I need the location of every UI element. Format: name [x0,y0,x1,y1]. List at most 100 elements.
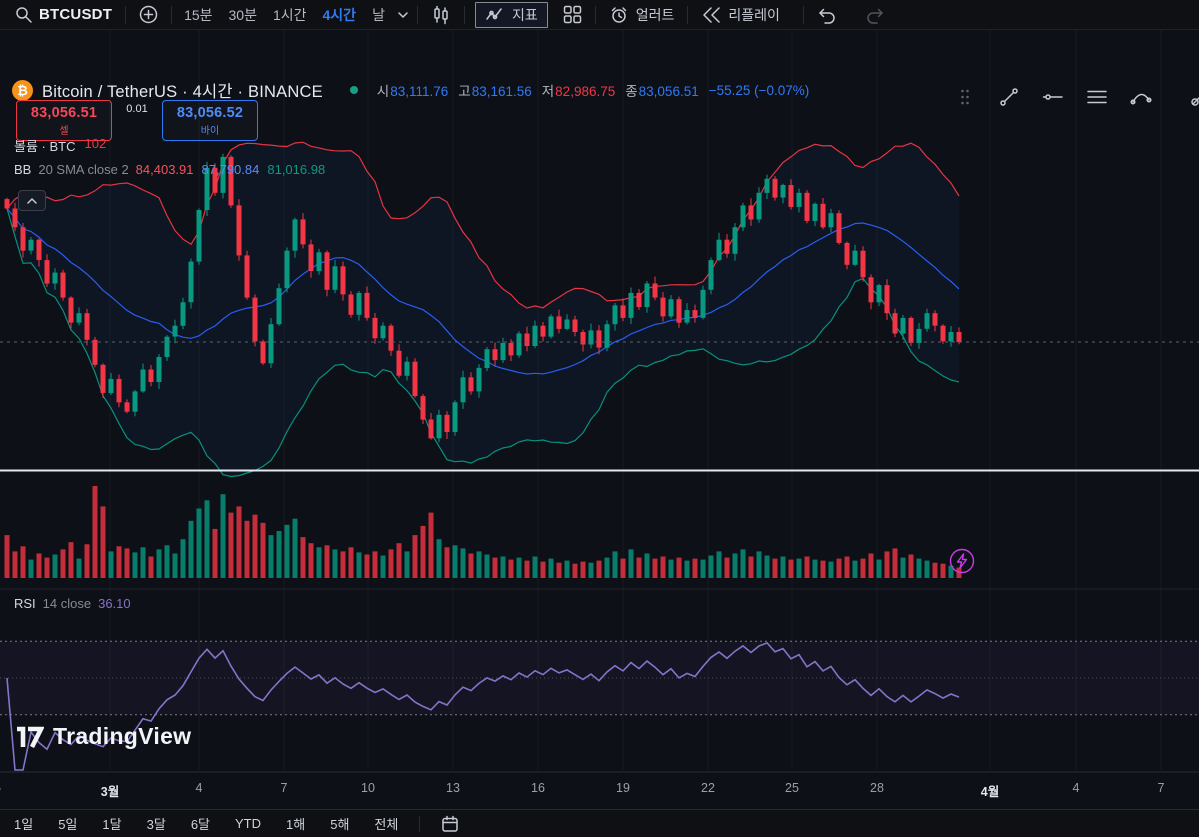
chart-style-button[interactable] [422,0,460,29]
toolbar-separator [687,5,689,24]
buy-button[interactable]: 83,056.52 바이 [162,100,258,141]
volume-value: 102 [84,136,107,151]
time-axis-label: 25 [0,781,1,795]
drawing-tools-toolbar [0,80,1199,114]
candles-icon [431,5,451,25]
symbol-title[interactable]: Bitcoin / TetherUS · 4시간 · BINANCE [42,83,323,101]
toolbar-separator [171,5,173,24]
market-status-icon [349,86,358,94]
bb-value: 87,790.84 [201,162,260,177]
range-3달[interactable]: 3달 [146,817,166,832]
time-axis-label: 7 [1157,781,1165,795]
time-axis-label: 16 [531,781,545,795]
rsi-name: RSI [14,596,36,611]
sell-label: 셀 [59,126,69,137]
rsi-value: 36.10 [98,596,131,611]
rsi-params: 14 close [42,596,92,611]
ohlc-values: 시83,111.76 고83,161.56 저82,986.75 종83,056.51… [377,80,810,100]
range-1해[interactable]: 1해 [286,817,306,832]
tradingview-wordmark: TradingView [53,722,192,749]
volume-title: 볼륨 · BTC [14,139,76,154]
lightning-icon [948,547,976,575]
range-5일[interactable]: 5일 [58,817,78,832]
replay-label: 리플레이 [728,6,780,23]
ohlc-item: 시83,111.76 [376,84,449,99]
range-5해[interactable]: 5해 [330,817,350,832]
interval-switcher: 15분 30분 1시간 4시간 날 [176,5,393,25]
curve-tool[interactable] [1124,80,1158,114]
time-axis-label: 19 [616,781,630,795]
sell-button[interactable]: 83,056.51 셀 [16,100,112,141]
volume-legend[interactable]: 볼륨 · BTC 102 [14,136,106,155]
interval-15분[interactable]: 15분 [184,6,213,23]
time-axis-label: 28 [870,781,884,795]
legend-collapse-button[interactable] [18,190,46,211]
time-axis-label: 7 [280,781,288,795]
bb-value: 84,403.91 [135,162,194,177]
plus-circle-icon [139,5,158,24]
spread-value: 0.01 [126,103,148,115]
bb-legend[interactable]: BB 20 SMA close 2 84,403.91 87,790.84 81,0… [14,162,325,177]
trade-panel: 83,056.51 셀 0.01 83,056.52 바이 [16,100,258,141]
time-axis[interactable]: 25 3월 4 7 10 13 16 19 22 25 28 4월 4 7 [0,774,1199,806]
range-toolbar: 1일 5일 1달 3달 6달 YTD 1해 5해 전체 [0,809,1199,837]
time-axis-label: 22 [701,781,715,795]
sell-price: 83,056.51 [30,105,98,121]
indicators-label: 지표 [511,6,538,23]
undo-arrow-icon [817,6,837,24]
buy-price: 83,056.52 [176,105,244,121]
ohlc-item: 종83,056.51 [625,84,699,99]
time-axis-label: 10 [361,781,375,795]
interval-1시간[interactable]: 1시간 [272,6,307,23]
layout-button[interactable] [554,0,591,29]
ohlc-item: 저82,986.75 [541,84,616,99]
alert-button[interactable]: 얼러트 [600,0,684,29]
interval-날[interactable]: 날 [372,6,385,23]
toolbar-separator [802,5,804,24]
rsi-legend[interactable]: RSI 14 close 36.10 [14,596,131,611]
bb-name: BB [14,162,32,177]
horizontal-ray-tool[interactable] [1036,80,1070,114]
compare-add-button[interactable] [130,0,167,29]
ohlc-item: 고83,161.56 [458,84,532,99]
alert-label: 얼러트 [635,6,675,23]
toolbar-drag-handle[interactable] [958,86,972,108]
grid-layout-icon [563,5,582,24]
time-axis-label: 13 [446,781,460,795]
range-separator [419,815,421,832]
range-1달[interactable]: 1달 [102,817,122,832]
indicator-icon [485,5,505,25]
range-1일[interactable]: 1일 [14,817,34,832]
range-YTD[interactable]: YTD [235,816,262,831]
replay-button[interactable]: 리플레이 [692,0,789,29]
calendar-icon[interactable] [441,815,459,833]
quick-trade-lightning-button[interactable] [948,547,976,575]
interval-4시간[interactable]: 4시간 [322,6,357,23]
toolbar-separator [463,5,465,24]
chevron-up-icon [27,197,37,204]
bb-value: 81,016.98 [267,162,326,177]
interval-30분[interactable]: 30분 [228,6,257,23]
redo-arrow-icon [865,6,885,24]
tradingview-logo[interactable]: TradingView [14,722,191,750]
range-전체[interactable]: 전체 [374,817,399,832]
change-value: −55.25 (−0.07%) [708,82,810,98]
redo-button[interactable] [856,0,894,29]
symbol-name: BTCUSDT [39,6,113,23]
trend-line-tool[interactable] [992,80,1026,114]
time-axis-label: 4 [1072,781,1080,795]
range-6달[interactable]: 6달 [190,817,211,832]
indicators-button[interactable]: 지표 [474,1,548,28]
time-axis-label: 3월 [100,785,120,799]
chart-legend: ₿ Bitcoin / TetherUS · 4시간 · BINANCE 시83… [12,78,809,102]
toolbar-separator [125,5,127,24]
interval-menu-button[interactable] [393,0,413,29]
top-toolbar: BTCUSDT 15분 30분 1시간 4시간 날 지표 얼러트 리플레이 [0,0,1199,30]
parallel-lines-tool[interactable] [1080,80,1114,114]
toolbar-separator [594,5,596,24]
brush-tool[interactable] [1183,80,1199,114]
undo-button[interactable] [808,0,846,29]
time-axis-label: 25 [785,781,799,795]
symbol-search-button[interactable]: BTCUSDT [6,0,121,29]
